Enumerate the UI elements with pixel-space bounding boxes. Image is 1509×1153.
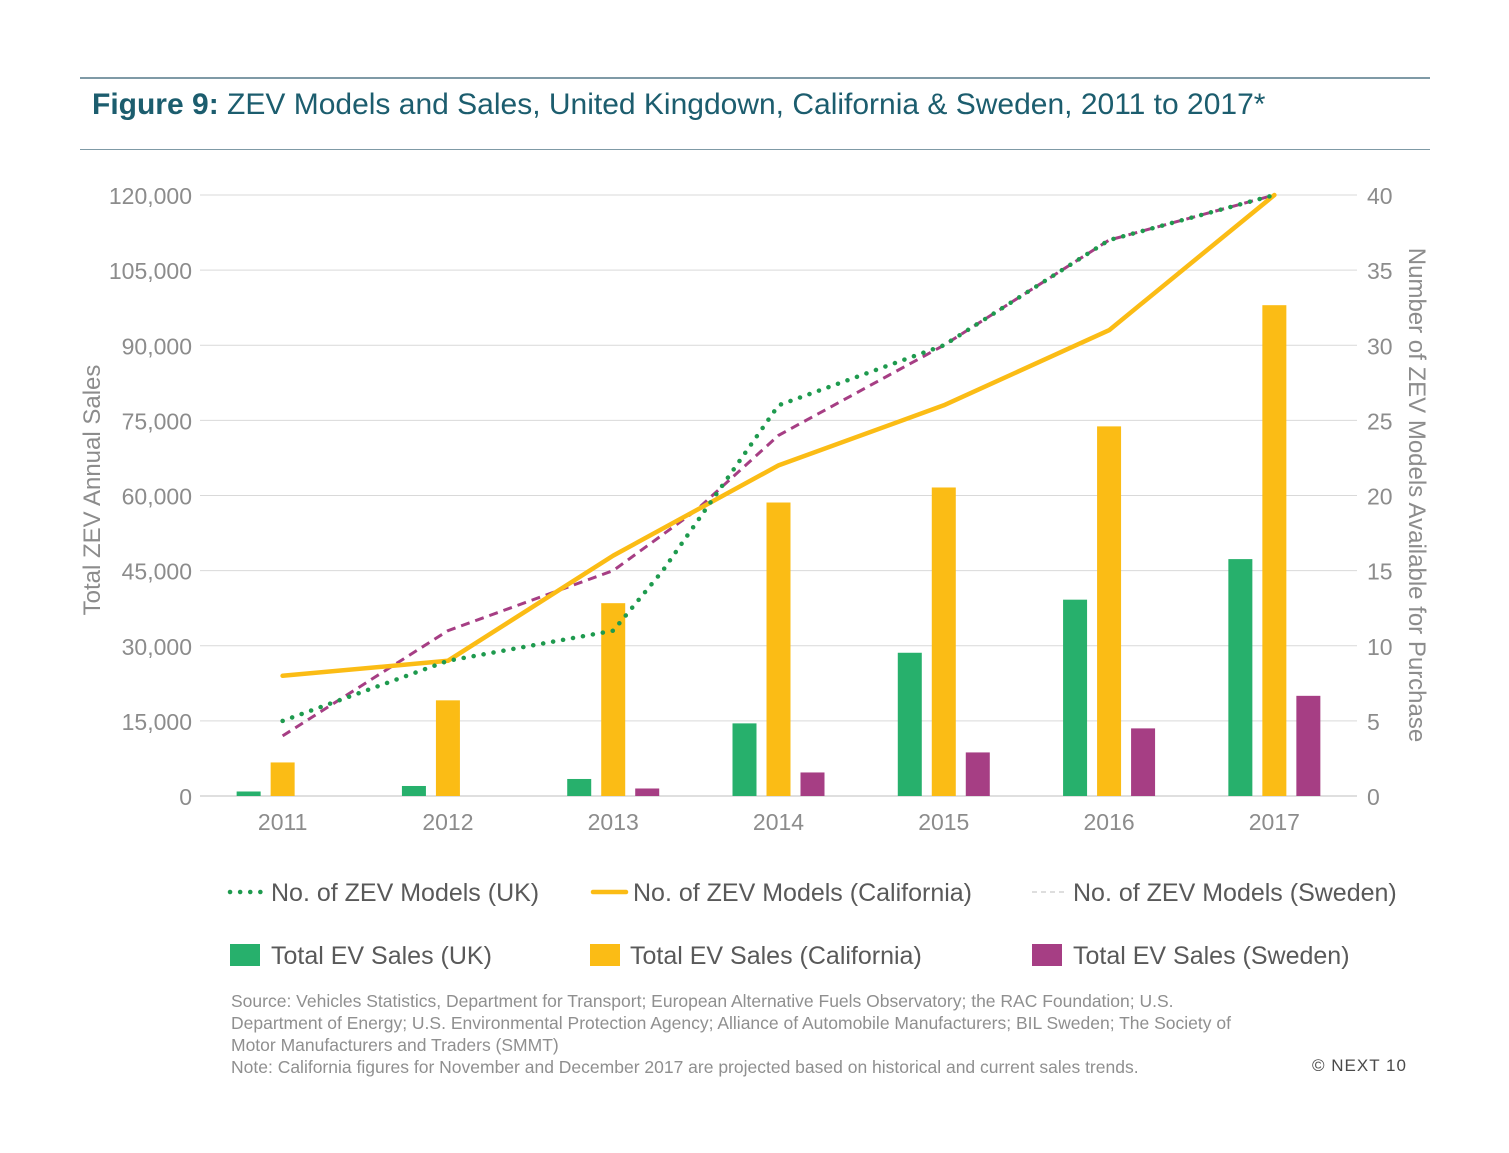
y-left-tick-label: 15,000 xyxy=(122,709,192,735)
bar xyxy=(931,487,956,796)
x-tick-label: 2017 xyxy=(1249,809,1300,835)
y-left-tick-label: 0 xyxy=(179,784,192,810)
footnote-line: Department of Energy; U.S. Environmental… xyxy=(231,1013,1231,1033)
legend-bar-swatch xyxy=(1032,944,1062,966)
title-bottom-rule xyxy=(80,149,1430,150)
legend-label: Total EV Sales (UK) xyxy=(271,942,492,970)
x-tick-label: 2014 xyxy=(753,809,804,835)
bar xyxy=(1262,305,1287,796)
series-line xyxy=(281,193,1275,738)
bar xyxy=(1097,426,1122,796)
axes: 015,00030,00045,00060,00075,00090,000105… xyxy=(79,183,1430,835)
legend-bar-swatch xyxy=(230,944,260,966)
legend-bar-swatch xyxy=(590,944,620,966)
x-tick-label: 2011 xyxy=(258,809,307,835)
legend-label: Total EV Sales (California) xyxy=(630,942,922,970)
series-line xyxy=(280,192,1277,679)
y-right-tick-label: 30 xyxy=(1367,333,1393,359)
bar xyxy=(567,778,592,796)
y-right-axis-title: Number of ZEV Models Available for Purch… xyxy=(1403,248,1430,742)
bar xyxy=(1228,559,1253,796)
bar xyxy=(601,603,626,796)
bar xyxy=(635,788,660,796)
y-right-tick-label: 40 xyxy=(1367,183,1393,209)
y-left-axis-title: Total ZEV Annual Sales xyxy=(79,365,106,616)
bar xyxy=(897,652,922,796)
footnote-note: Note: California figures for November an… xyxy=(231,1057,1139,1077)
y-right-tick-label: 35 xyxy=(1367,258,1393,284)
bar xyxy=(1131,728,1156,796)
bar xyxy=(435,700,460,796)
x-tick-label: 2013 xyxy=(588,809,639,835)
bar xyxy=(236,791,261,796)
bar xyxy=(766,502,791,796)
title-top-rule xyxy=(80,77,1430,79)
y-right-tick-label: 20 xyxy=(1367,484,1393,510)
x-tick-label: 2016 xyxy=(1083,809,1134,835)
footnote-line: Motor Manufacturers and Traders (SMMT) xyxy=(231,1035,559,1055)
y-right-tick-label: 25 xyxy=(1367,408,1393,434)
legend: No. of ZEV Models (UK) No. of ZEV Models … xyxy=(227,879,1397,970)
bar xyxy=(1063,599,1088,796)
y-right-tick-label: 10 xyxy=(1367,634,1393,660)
line-group xyxy=(280,192,1277,738)
y-left-tick-label: 75,000 xyxy=(122,408,192,434)
y-right-tick-label: 15 xyxy=(1367,559,1393,585)
y-left-tick-label: 120,000 xyxy=(109,183,192,209)
bar xyxy=(800,772,825,796)
figure-title-text: ZEV Models and Sales, United Kingdown, C… xyxy=(227,88,1266,121)
legend-label: Total EV Sales (Sweden) xyxy=(1073,942,1350,970)
series-line xyxy=(280,192,1277,724)
footnote-line: Source: Vehicles Statistics, Department … xyxy=(231,991,1174,1011)
x-tick-label: 2012 xyxy=(422,809,473,835)
y-left-tick-label: 105,000 xyxy=(109,258,192,284)
y-right-tick-label: 0 xyxy=(1367,784,1380,810)
legend-label: No. of ZEV Models (UK) xyxy=(271,879,539,907)
source-footnote: Source: Vehicles Statistics, Department … xyxy=(231,990,1421,1078)
y-left-tick-label: 45,000 xyxy=(122,559,192,585)
bar xyxy=(270,762,295,796)
figure-number: Figure 9: xyxy=(92,88,219,121)
y-left-tick-label: 60,000 xyxy=(122,484,192,510)
x-tick-label: 2015 xyxy=(918,809,969,835)
y-left-tick-label: 30,000 xyxy=(122,634,192,660)
y-right-tick-label: 5 xyxy=(1367,709,1380,735)
bar xyxy=(965,752,990,796)
bar xyxy=(732,723,757,796)
legend-label: No. of ZEV Models (Sweden) xyxy=(1073,879,1397,907)
bar-group xyxy=(236,305,1321,796)
bar xyxy=(401,785,426,796)
bar xyxy=(1296,695,1321,796)
legend-label: No. of ZEV Models (California) xyxy=(633,879,972,907)
figure-title: Figure 9: ZEV Models and Sales, United K… xyxy=(92,88,1265,122)
copyright-notice: © NEXT 10 xyxy=(1312,1056,1407,1075)
y-left-tick-label: 90,000 xyxy=(122,333,192,359)
